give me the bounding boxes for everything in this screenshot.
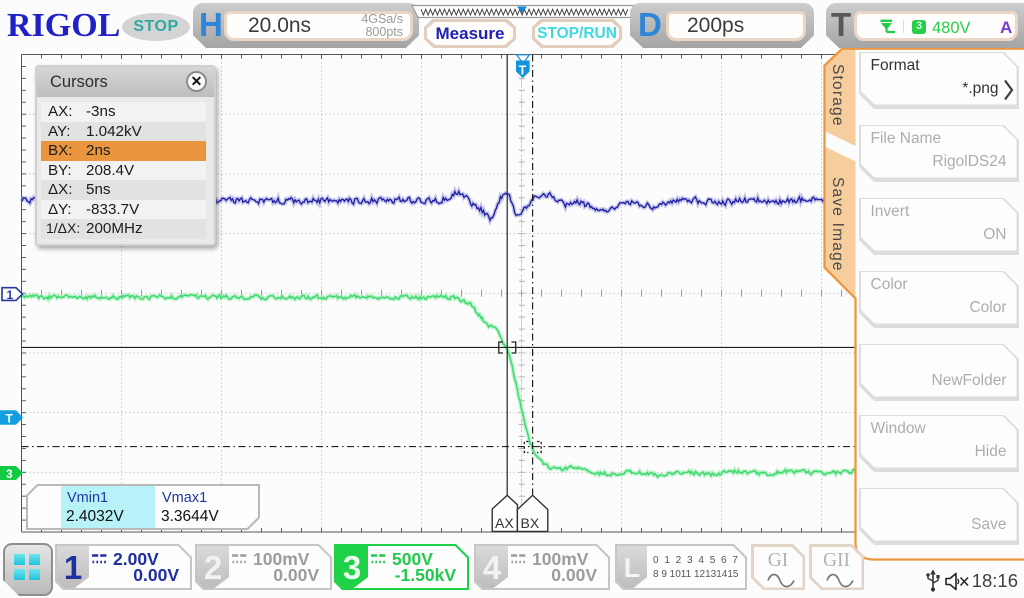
svg-text:T: T [519, 64, 527, 78]
svg-text:T: T [6, 411, 14, 425]
svg-text:1: 1 [7, 288, 14, 302]
svg-text:3: 3 [6, 467, 13, 481]
svg-text:BX: BX [521, 515, 540, 531]
svg-text:AX: AX [495, 515, 514, 531]
